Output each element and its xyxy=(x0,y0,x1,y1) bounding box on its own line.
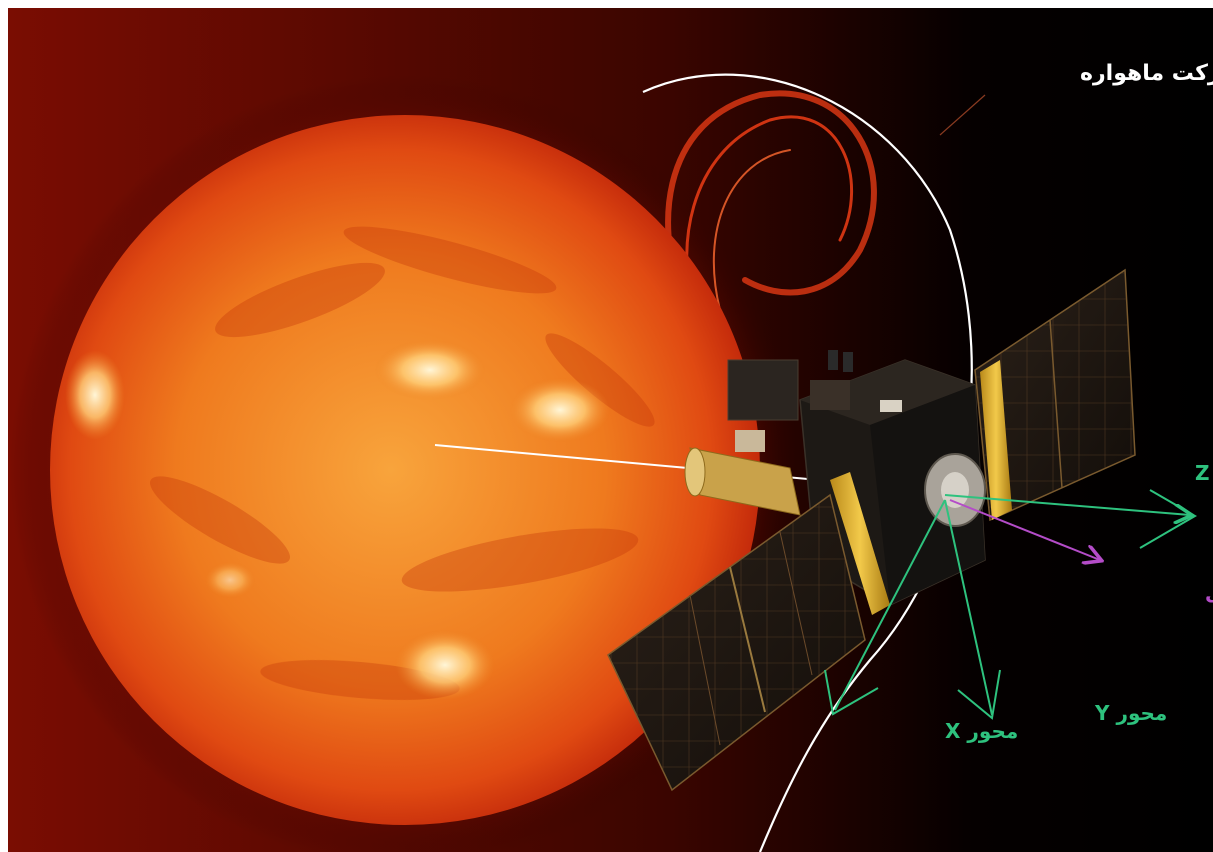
sun-bright-regions xyxy=(65,340,610,700)
panel-hinge-left xyxy=(830,472,890,615)
spacecraft xyxy=(607,268,1136,792)
z-axis-arrow xyxy=(944,494,1190,515)
sun-disk xyxy=(50,115,760,825)
body-z-axis-label: محور Z دستگاه بدنی xyxy=(1205,581,1213,605)
x-axis-arrow xyxy=(834,499,946,711)
z-axis-arrowhead xyxy=(1139,489,1197,549)
x-axis-arrowhead xyxy=(824,669,879,716)
orbit-label-leader xyxy=(939,94,986,136)
z-axis-label: محور Z xyxy=(1195,461,1213,485)
body-z-axis-arrow xyxy=(949,499,1100,560)
panel-hinge-right xyxy=(980,360,1012,520)
instrument-block xyxy=(727,359,799,421)
y-axis-arrow xyxy=(944,499,993,716)
axes xyxy=(824,489,1197,720)
sun-surface-texture xyxy=(150,226,655,700)
orbit-path-label: مسیر حرکت ماهواره xyxy=(1080,61,1213,86)
y-axis-label: محور Y xyxy=(1094,701,1167,725)
x-axis-label: محور X xyxy=(945,719,1018,743)
solar-prominence xyxy=(665,90,877,332)
y-axis-arrowhead xyxy=(957,669,1001,720)
